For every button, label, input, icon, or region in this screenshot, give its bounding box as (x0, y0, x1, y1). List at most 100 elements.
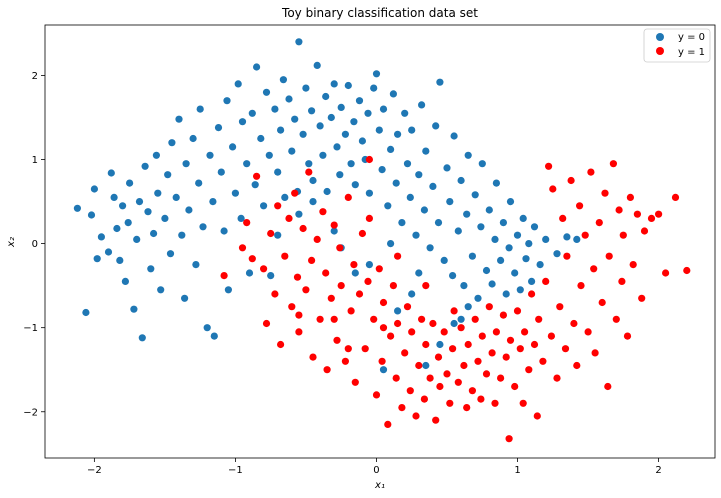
data-point-y0 (426, 244, 434, 252)
data-point-y0 (196, 105, 204, 113)
data-point-y0 (415, 171, 423, 179)
data-point-y1 (285, 214, 293, 222)
data-point-y1 (364, 277, 372, 285)
legend: y = 0 y = 1 (643, 28, 711, 63)
data-point-y0 (220, 227, 228, 235)
data-point-y1 (511, 382, 519, 391)
y-tick-label: −1 (23, 323, 38, 334)
data-point-y0 (238, 118, 247, 126)
data-point-y1 (505, 435, 513, 443)
data-point-y0 (141, 162, 149, 170)
data-point-y0 (553, 250, 561, 258)
data-point-y1 (563, 252, 571, 260)
data-point-y1 (454, 378, 462, 386)
data-point-y1 (291, 189, 299, 197)
data-point-y0 (257, 134, 265, 143)
data-point-y0 (384, 202, 392, 210)
data-point-y1 (365, 214, 373, 222)
data-point-y1 (440, 328, 448, 336)
data-point-y1 (281, 252, 289, 260)
data-point-y1 (640, 227, 649, 235)
data-point-y0 (192, 261, 200, 269)
data-point-y1 (525, 366, 533, 374)
data-point-y1 (422, 340, 430, 349)
data-point-y1 (220, 272, 228, 280)
data-point-y1 (347, 307, 355, 315)
data-point-y1 (535, 315, 543, 323)
legend-marker-y0 (656, 33, 664, 41)
data-point-y1 (474, 357, 482, 365)
data-point-y0 (370, 84, 378, 92)
data-point-y1 (478, 332, 486, 340)
data-point-y0 (295, 210, 303, 218)
data-point-y1 (633, 210, 642, 218)
data-point-y1 (491, 399, 499, 407)
data-point-y0 (327, 113, 335, 122)
data-point-y1 (243, 219, 251, 227)
data-point-y0 (330, 227, 338, 235)
data-point-y0 (457, 315, 465, 323)
data-point-y1 (253, 172, 261, 180)
data-point-y0 (175, 115, 183, 123)
data-point-y0 (337, 103, 345, 111)
data-point-y0 (147, 265, 155, 273)
data-point-y1 (432, 416, 440, 424)
x-tick-label: 0 (373, 465, 379, 476)
data-point-y0 (182, 160, 190, 168)
data-point-y0 (457, 176, 465, 185)
data-point-y1 (277, 340, 285, 349)
points-layer (73, 38, 691, 443)
data-point-y0 (203, 324, 211, 332)
data-point-y0 (130, 305, 138, 313)
data-point-y0 (199, 223, 207, 231)
data-point-y0 (248, 109, 256, 117)
data-point-y0 (341, 130, 349, 138)
data-point-y0 (415, 269, 423, 277)
y-tick-label: 0 (32, 239, 38, 250)
data-point-y1 (567, 176, 575, 185)
data-point-y0 (463, 210, 471, 218)
data-point-y0 (231, 189, 239, 197)
data-point-y1 (581, 231, 589, 239)
data-point-y0 (365, 189, 373, 197)
data-point-y1 (323, 366, 331, 374)
data-point-y1 (403, 303, 412, 311)
data-point-y0 (104, 248, 113, 256)
data-point-y1 (477, 395, 485, 403)
data-point-y0 (181, 294, 189, 302)
data-point-y0 (450, 319, 458, 328)
data-point-y0 (492, 179, 500, 187)
data-point-y0 (229, 143, 237, 151)
data-point-y1 (302, 286, 310, 294)
data-point-y1 (394, 252, 402, 260)
data-point-y0 (355, 97, 364, 105)
data-point-y0 (234, 80, 242, 88)
data-point-y0 (513, 231, 522, 239)
data-point-y1 (547, 332, 556, 340)
data-point-y0 (440, 256, 448, 264)
data-point-y0 (408, 290, 416, 298)
data-point-y1 (271, 290, 279, 298)
data-point-y1 (420, 395, 428, 403)
data-point-y1 (379, 324, 388, 332)
x-axis-label: x₁ (374, 480, 385, 491)
data-point-y1 (401, 349, 409, 357)
data-point-y0 (291, 115, 299, 123)
data-point-y1 (601, 189, 609, 197)
data-point-y1 (406, 387, 414, 395)
data-point-y0 (93, 255, 101, 263)
data-point-y1 (379, 298, 388, 307)
data-point-y0 (224, 286, 232, 294)
data-point-y1 (471, 315, 479, 323)
data-point-y1 (327, 294, 335, 302)
data-point-y1 (612, 315, 620, 323)
y-tick-label: 1 (32, 155, 38, 166)
data-point-y1 (662, 269, 670, 277)
data-point-y0 (121, 277, 129, 285)
data-point-y0 (271, 105, 279, 113)
data-point-y0 (277, 126, 285, 134)
data-point-y0 (288, 147, 296, 155)
data-point-y1 (561, 345, 570, 353)
data-point-y1 (248, 255, 256, 263)
